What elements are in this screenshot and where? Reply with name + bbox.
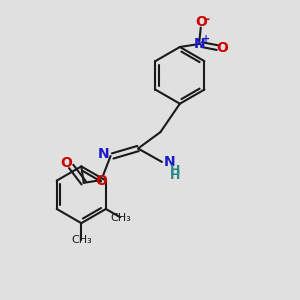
Text: CH₃: CH₃ — [71, 236, 92, 245]
Text: O: O — [217, 40, 229, 55]
Text: +: + — [202, 34, 210, 44]
Text: N: N — [194, 37, 205, 51]
Text: O: O — [60, 156, 72, 170]
Text: O: O — [195, 15, 207, 29]
Text: H: H — [170, 164, 180, 177]
Text: N: N — [98, 148, 110, 161]
Text: -: - — [205, 13, 210, 26]
Text: N: N — [164, 155, 175, 169]
Text: O: O — [95, 174, 107, 188]
Text: CH₃: CH₃ — [110, 213, 131, 223]
Text: H: H — [170, 169, 180, 182]
